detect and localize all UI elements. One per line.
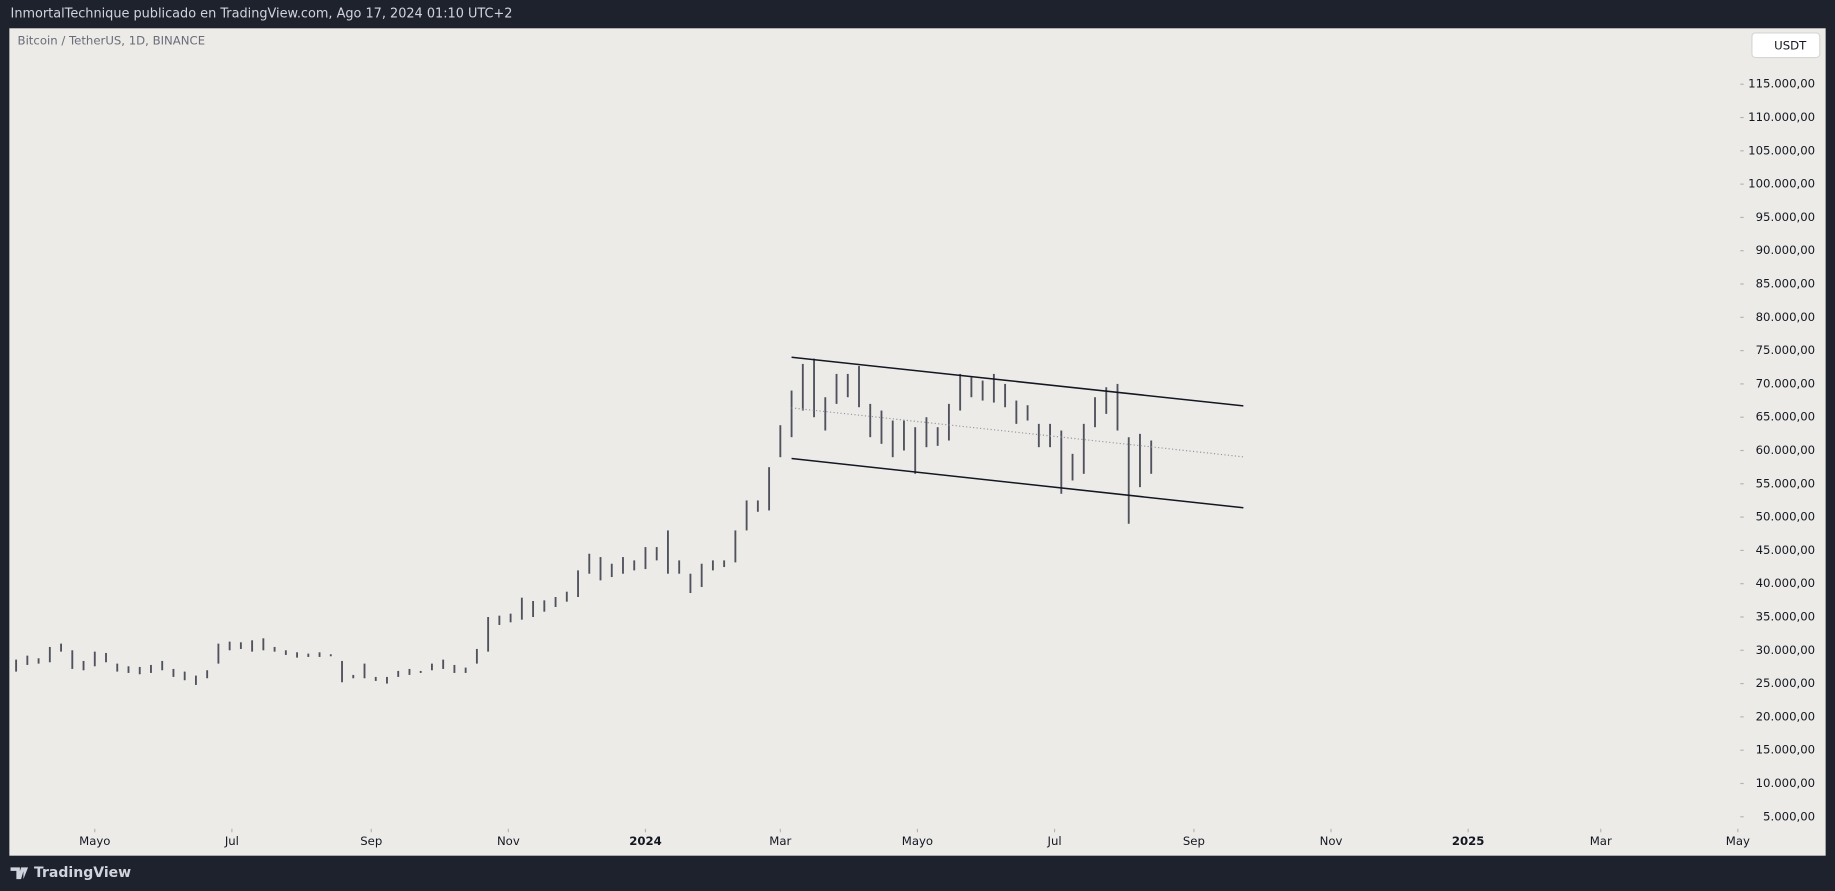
y-tick-label: 110.000,00 (1748, 110, 1815, 124)
y-tick-label: 95.000,00 (1756, 210, 1815, 224)
x-tick-label: Jul (1047, 834, 1062, 848)
y-tick-label: 40.000,00 (1756, 576, 1815, 590)
x-tick-label: Nov (1320, 834, 1343, 848)
x-tick-label: Mayo (79, 834, 110, 848)
y-tick-label: 55.000,00 (1756, 476, 1815, 490)
trendline (791, 356, 1244, 407)
y-tick-label: 90.000,00 (1756, 243, 1815, 257)
symbol-title: Bitcoin / TetherUS, 1D, BINANCE (18, 34, 206, 48)
x-tick-label: Sep (360, 834, 382, 848)
x-tick-label: 2024 (629, 834, 662, 848)
y-tick-label: 25.000,00 (1756, 676, 1815, 690)
x-tick-label: Sep (1183, 834, 1205, 848)
y-tick-label: 85.000,00 (1756, 277, 1815, 291)
logo-icon (10, 867, 29, 880)
x-tick-label: Jul (224, 834, 239, 848)
y-tick-label: 65.000,00 (1756, 410, 1815, 424)
y-tick-label: 75.000,00 (1756, 343, 1815, 357)
currency-box[interactable] (1751, 32, 1821, 59)
y-tick-label: 15.000,00 (1756, 743, 1815, 757)
x-tick-label: May (1726, 834, 1750, 848)
y-tick-label: 50.000,00 (1756, 510, 1815, 524)
y-tick-label: 70.000,00 (1756, 376, 1815, 390)
trendline (791, 457, 1244, 509)
footer-brand: TradingView (34, 865, 131, 881)
y-tick-label: 30.000,00 (1756, 643, 1815, 657)
y-tick-label: 20.000,00 (1756, 709, 1815, 723)
y-tick-label: 115.000,00 (1748, 77, 1815, 91)
y-tick-label: 100.000,00 (1748, 177, 1815, 191)
x-tick-label: Mayo (902, 834, 933, 848)
x-tick-label: Mar (769, 834, 791, 848)
y-tick-label: 80.000,00 (1756, 310, 1815, 324)
y-tick-label: 5.000,00 (1763, 809, 1815, 823)
footer-logo (10, 867, 29, 880)
header-title: InmortalTechnique publicado en TradingVi… (11, 7, 513, 22)
currency: USDT (1774, 38, 1807, 52)
x-tick-label: Nov (497, 834, 520, 848)
plot-area (9, 28, 1826, 856)
y-tick-label: 105.000,00 (1748, 143, 1815, 157)
y-tick-label: 60.000,00 (1756, 443, 1815, 457)
x-tick-label: 2025 (1452, 834, 1485, 848)
y-tick-label: 10.000,00 (1756, 776, 1815, 790)
x-tick-label: Mar (1590, 834, 1612, 848)
y-tick-label: 35.000,00 (1756, 609, 1815, 623)
y-tick-label: 45.000,00 (1756, 543, 1815, 557)
